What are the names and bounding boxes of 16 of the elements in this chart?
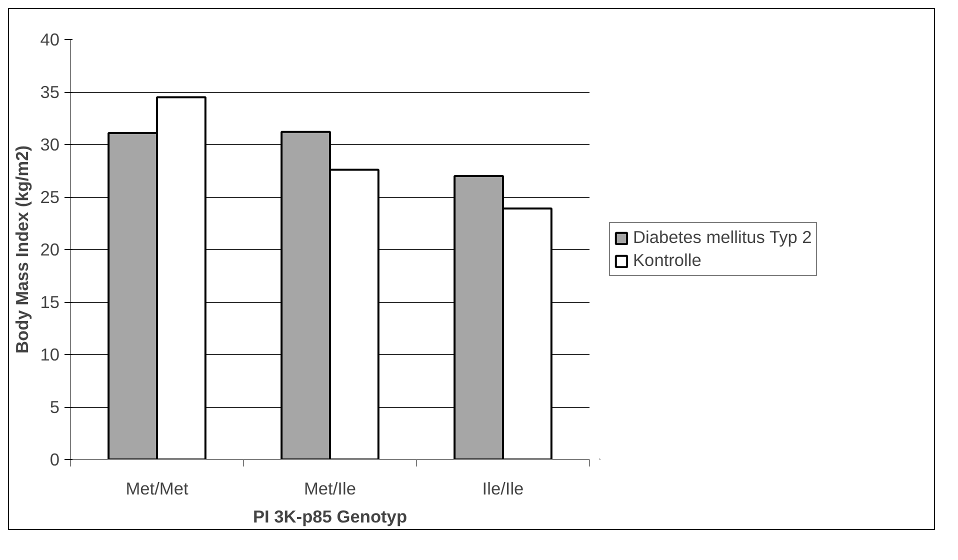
y-axis-title: Body Mass Index (kg/m2) bbox=[12, 145, 32, 354]
y-tick-label: 20 bbox=[40, 240, 60, 260]
x-tick-label: Ile/Ile bbox=[482, 478, 524, 498]
x-axis-title: PI 3K-p85 Genotyp bbox=[252, 506, 408, 526]
x-tick-label: Met/Met bbox=[126, 478, 188, 498]
y-tick-label: 40 bbox=[40, 30, 60, 50]
legend-label: Diabetes mellitus Typ 2 bbox=[633, 227, 812, 248]
y-tick-label: 25 bbox=[40, 187, 60, 207]
y-tick-label: 15 bbox=[40, 292, 60, 312]
legend-label: Kontrolle bbox=[633, 250, 702, 271]
y-tick-label: 30 bbox=[40, 134, 60, 154]
y-tick-label: 5 bbox=[50, 397, 60, 417]
y-tick-label: 35 bbox=[40, 82, 60, 102]
y-tick-label: 0 bbox=[50, 450, 60, 470]
x-tick-label: Met/Ile bbox=[304, 478, 356, 498]
y-tick-label: 10 bbox=[40, 344, 60, 364]
